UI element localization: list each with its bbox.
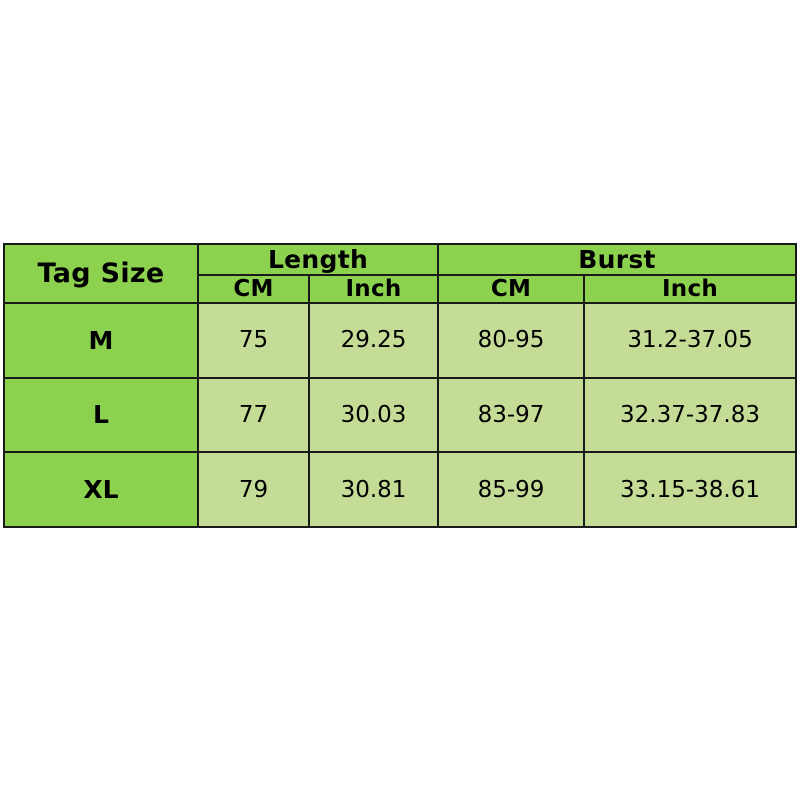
column-header-length-inch: Inch — [307, 274, 440, 304]
column-header-length-cm: CM — [197, 274, 310, 304]
cell-length-cm-m: 75 — [197, 302, 310, 379]
column-header-group-length: Length — [196, 243, 440, 276]
cell-length-inch-l: 30.03 — [307, 376, 440, 454]
cell-size-l: L — [3, 376, 199, 454]
column-header-group-burst: Burst — [437, 243, 798, 276]
cell-length-cm-xl: 79 — [197, 451, 310, 528]
size-chart-table: Tag Size Length Burst CM Inch CM Inch M … — [3, 243, 798, 528]
column-header-tag-size: Tag Size — [3, 243, 199, 304]
header-row-units: CM Inch CM Inch — [4, 274, 798, 304]
table-row: L 77 30.03 83-97 32.37-37.83 — [3, 376, 798, 454]
cell-length-inch-m: 29.25 — [307, 302, 440, 379]
table-header: Tag Size Length Burst CM Inch CM Inch — [3, 243, 798, 304]
cell-size-xl: XL — [3, 451, 199, 528]
cell-burst-inch-l: 32.37-37.83 — [583, 376, 798, 454]
cell-length-cm-l: 77 — [197, 376, 310, 454]
cell-burst-cm-m: 80-95 — [437, 302, 586, 379]
header-row-groups: Tag Size Length Burst — [3, 243, 798, 304]
table-row: XL 79 30.81 85-99 33.15-38.61 — [3, 451, 798, 528]
table-row: M 75 29.25 80-95 31.2-37.05 — [3, 302, 798, 379]
cell-length-inch-xl: 30.81 — [307, 451, 440, 528]
cell-burst-cm-xl: 85-99 — [437, 451, 586, 528]
cell-burst-cm-l: 83-97 — [437, 376, 586, 454]
cell-burst-inch-xl: 33.15-38.61 — [583, 451, 798, 528]
cell-burst-inch-m: 31.2-37.05 — [583, 302, 798, 379]
column-header-burst-inch: Inch — [583, 274, 798, 304]
column-header-burst-cm: CM — [437, 274, 586, 304]
size-chart-container: Tag Size Length Burst CM Inch CM Inch M … — [3, 243, 798, 528]
table-body: M 75 29.25 80-95 31.2-37.05 L 77 30.03 8… — [3, 302, 798, 528]
cell-size-m: M — [3, 302, 199, 379]
